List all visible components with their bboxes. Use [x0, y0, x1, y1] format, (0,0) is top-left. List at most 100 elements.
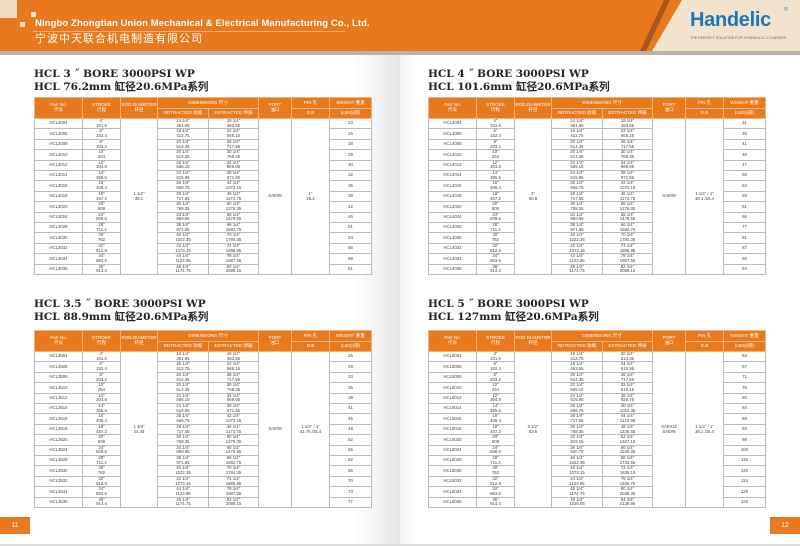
part-number: HCL3036: [34, 263, 83, 276]
part-number: HCL3008: [34, 138, 83, 151]
part-number: HCL3506: [34, 361, 83, 373]
part-number: HCL4010: [428, 149, 477, 161]
retracted-cell: 44 1/4" 1123.95: [157, 486, 209, 498]
weight-cell: 81: [723, 232, 766, 244]
weight-cell: 133: [723, 496, 766, 509]
part-number: HCL4030: [428, 232, 477, 244]
weight-cell: 84: [723, 403, 766, 415]
extracted-cell: 52 1/4" 1327.15: [602, 434, 653, 446]
weight-cell: 76: [723, 382, 766, 394]
part-number: HCL4020: [428, 201, 477, 213]
table-row: HCL4024 24" 609.6 34 1/4" 869.95 58 1/4" 147…: [428, 211, 766, 224]
weight-cell: 46: [329, 211, 372, 224]
retracted-cell: 20 1/4" 514.35: [551, 138, 603, 151]
retracted-cell: 36 1/4" 920.75: [551, 444, 603, 457]
weight-cell: 59: [329, 253, 372, 265]
weight-cell: 51: [329, 222, 372, 234]
weight-cell: 36: [723, 128, 766, 140]
retracted-cell: 38 1/4" 971.55: [157, 222, 209, 234]
extracted-cell: 80 1/4" 2038.35: [602, 486, 653, 498]
footer-rule: [0, 544, 800, 546]
weight-cell: 26: [329, 350, 372, 363]
stroke-cell: 34" 863.6: [476, 486, 515, 498]
weight-cell: 28: [329, 138, 372, 151]
extracted-cell: 70 1/4" 1784.35: [208, 465, 259, 477]
series-title-cn: HCL 101.6mm 缸径20.6MPa系列: [428, 81, 610, 93]
col-weight-unit: (LBS)(磅): [329, 108, 372, 119]
retracted-cell: 30 1/4" 768.35: [551, 423, 603, 436]
stroke-cell: 12" 304.8: [82, 392, 121, 405]
table-row: HCL3024 24" 609.6 34 1/4" 869.95 58 1/4" 147…: [34, 211, 372, 224]
part-number: HCL3530: [34, 465, 83, 477]
part-number: HCL4008: [428, 138, 477, 151]
extracted-cell: 78 1/4" 1987.55: [208, 486, 259, 498]
stroke-cell: 30" 762: [476, 232, 515, 244]
part-number: HCL3532: [34, 475, 83, 488]
retracted-cell: 40 1/4" 1022.35: [157, 465, 209, 477]
port-cell: SAE#8: [258, 117, 292, 276]
extracted-cell: 66 1/4" 1682.75: [208, 455, 259, 467]
stroke-cell: 30" 762: [82, 465, 121, 477]
stroke-cell: 12" 304.8: [82, 159, 121, 172]
retracted-cell: 26 1/4" 666.75: [157, 413, 209, 425]
table-row: HCL3524 24" 609.6 34 1/4" 869.95 58 1/4" 147…: [34, 444, 372, 457]
part-number: HCL3534: [34, 486, 83, 498]
col-rod: ROD DIAMETER 杆径: [120, 97, 158, 119]
corner-decoration: [0, 0, 17, 18]
part-number: HCL3520: [34, 434, 83, 446]
stroke-cell: 18" 457.2: [476, 190, 515, 203]
stroke-cell: 18" 457.2: [82, 190, 121, 203]
stroke-cell: 16" 406.4: [82, 413, 121, 425]
stroke-cell: 20" 508: [82, 201, 121, 213]
extracted-cell: 78 1/4" 1987.55: [208, 253, 259, 265]
weight-cell: 41: [723, 138, 766, 151]
col-retracted: RETRACTED 收缩: [157, 108, 209, 119]
part-number: HCL3012: [34, 159, 83, 172]
extracted-cell: 28 1/4" 717.55: [208, 138, 259, 151]
part-number: HCL4024: [428, 211, 477, 224]
retracted-cell: 20 1/4" 514.35: [157, 149, 209, 161]
weight-cell: 56: [329, 242, 372, 255]
table-row: HCL3516 16" 406.4 26 1/4" 666.75 42 1/4" 107…: [34, 413, 372, 425]
extracted-cell: 40 1/4" 1022.35: [602, 403, 653, 415]
part-number: HCL3512: [34, 392, 83, 405]
weight-cell: 87: [723, 242, 766, 255]
col-weight: WEIGHT 重量: [329, 330, 372, 342]
table-row: HCL5016 16" 406.4 28 1/4" 717.55 44 1/4" 112…: [428, 413, 766, 425]
extracted-cell: 82 1/4" 2089.15: [602, 263, 653, 276]
part-number: HCL5016: [428, 413, 477, 425]
weight-cell: 55: [329, 444, 372, 457]
part-number: HCL3024: [34, 211, 83, 224]
stroke-cell: 24" 609.6: [82, 444, 121, 457]
stroke-cell: 24" 609.6: [82, 211, 121, 224]
table-row: HCL5006 6" 152.4 18 1/4" 463.55 24 1/4" 615.…: [428, 361, 766, 373]
extracted-cell: 74 1/4" 1885.95: [602, 242, 653, 255]
part-number: HCL3508: [34, 371, 83, 384]
table-row: HCL4028 28" 711.2 38 1/4" 971.55 66 1/4" 168…: [428, 222, 766, 234]
col-pin: PIN 孔: [291, 330, 330, 342]
table-row: HCL3504 4" 101.6 1 3/4" 44.45 14 1/4" 361.95 …: [34, 350, 372, 509]
part-number: HCL3504: [34, 350, 83, 363]
col-pin-db: D.B: [685, 341, 724, 352]
extracted-cell: 30 1/4" 768.35: [208, 149, 259, 161]
retracted-cell: 16 1/4" 412.75: [551, 128, 603, 140]
col-rod: ROD DIAMETER 杆径: [120, 330, 158, 352]
stroke-cell: 28" 711.2: [476, 222, 515, 234]
stroke-cell: 14" 355.6: [476, 403, 515, 415]
stroke-cell: 28" 711.2: [476, 455, 515, 467]
weight-cell: 47: [723, 159, 766, 172]
extracted-cell: 36 1/4" 920.75: [602, 392, 653, 405]
extracted-cell: 34 1/4" 869.95: [208, 159, 259, 172]
part-number: HCL3524: [34, 444, 83, 457]
part-number: HCL5018: [428, 423, 477, 436]
retracted-cell: 20 1/4" 514.35: [157, 382, 209, 394]
stroke-cell: 4" 101.6: [82, 117, 121, 130]
retracted-cell: 22 1/4" 565.15: [551, 382, 603, 394]
series-title-en: HCL 3.5 ˝ BORE 3000PSI WP: [34, 298, 206, 310]
extracted-cell: 66 1/4" 1682.75: [602, 222, 653, 234]
col-dimensions: DIMENSIONS 尺寸: [157, 97, 259, 109]
part-number: HCL4032: [428, 242, 477, 255]
table-row: HCL3532 32" 812.8 42 1/4" 1073.15 74 1/4" 18…: [34, 475, 372, 488]
col-port: PORT 油口: [258, 97, 292, 119]
weight-cell: 52: [329, 434, 372, 446]
